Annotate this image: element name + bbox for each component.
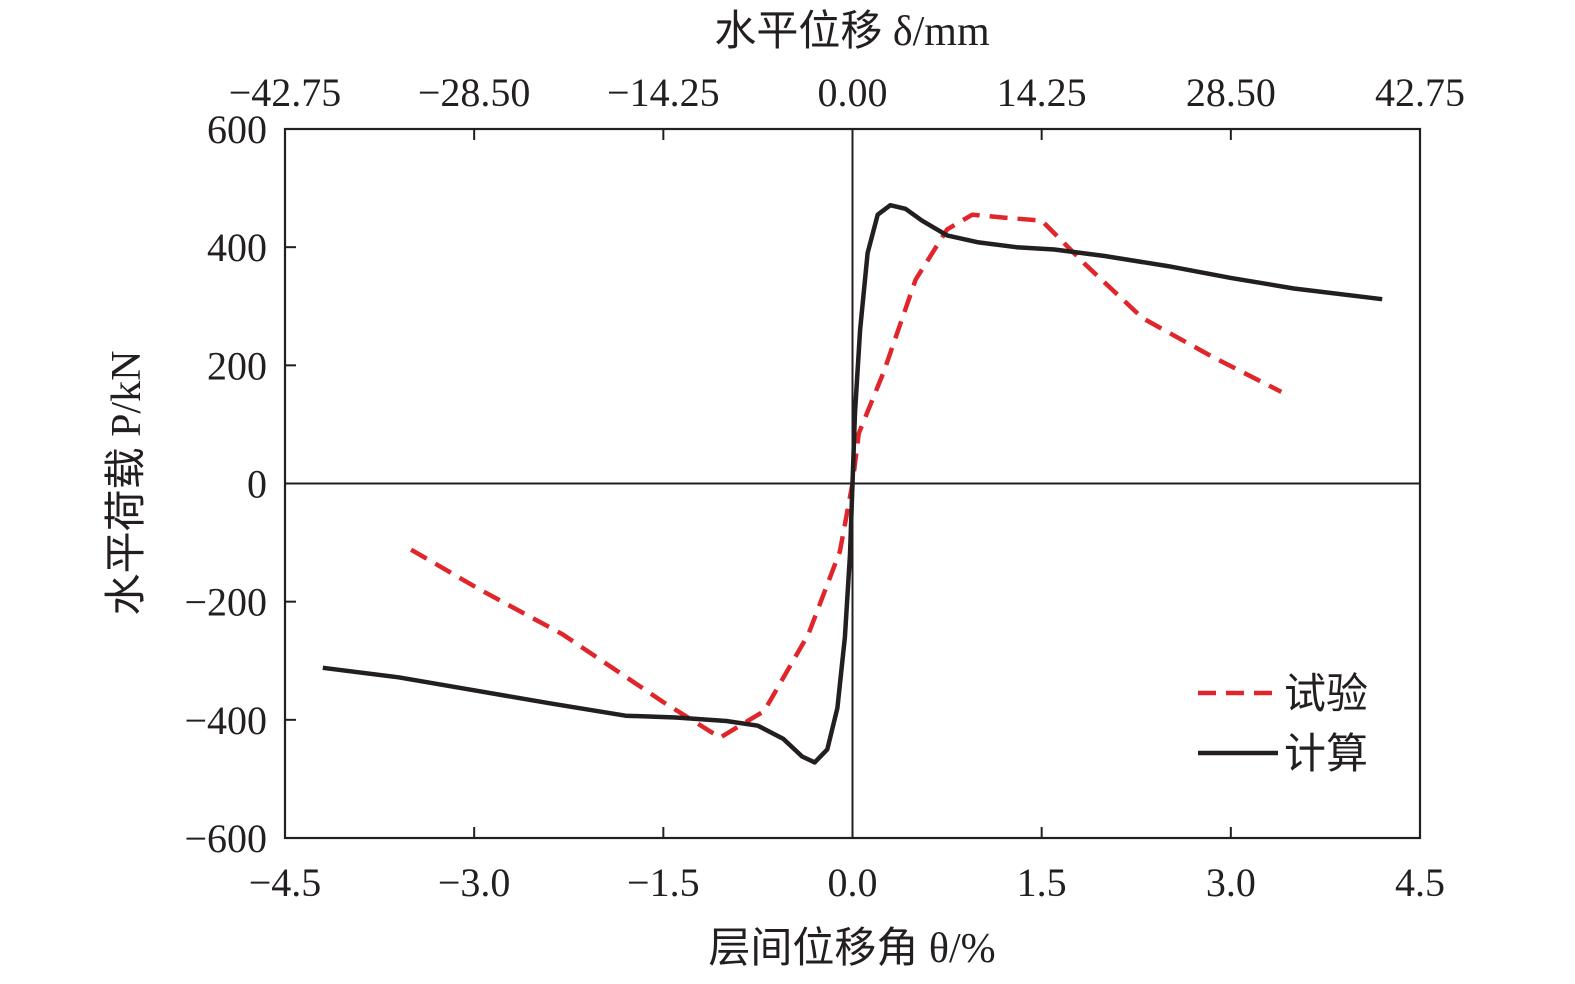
- x-tick-label: 0.0: [828, 860, 878, 905]
- tick-labels: −4.5 −3.0 −1.5 0.0 1.5 3.0 4.5 −42.75 −28.50 −14.…: [184, 70, 1465, 905]
- y-tick-label: 600: [207, 107, 267, 152]
- bottom-axis-title: 层间位移角 θ/%: [708, 925, 995, 972]
- x2-tick-label: 28.50: [1186, 70, 1276, 115]
- top-axis-title: 水平位移 δ/mm: [714, 8, 990, 55]
- y-tick-label: −200: [184, 580, 267, 625]
- x-tick-label: 3.0: [1206, 860, 1256, 905]
- x2-tick-label: 0.00: [818, 70, 888, 115]
- x2-tick-label: 14.25: [997, 70, 1087, 115]
- left-axis-title: 水平荷载 P/kN: [104, 351, 150, 616]
- x2-tick-label: 42.75: [1375, 70, 1465, 115]
- x-tick-label: 1.5: [1017, 860, 1067, 905]
- y-tick-label: 0: [247, 462, 267, 507]
- x-tick-label: −4.5: [249, 860, 322, 905]
- legend-label-calc: 计算: [1284, 732, 1368, 778]
- series-layer: [322, 202, 1383, 765]
- y-tick-label: 200: [207, 343, 267, 388]
- legend: 试验 计算: [1198, 671, 1368, 778]
- x2-tick-label: −28.50: [418, 70, 531, 115]
- y-tick-label: −600: [184, 816, 267, 861]
- y-tick-label: 400: [207, 225, 267, 270]
- x-tick-label: −1.5: [627, 860, 700, 905]
- series-line-0: [409, 212, 1283, 740]
- tick-marks: [284, 128, 1421, 839]
- y-tick-label: −400: [184, 698, 267, 743]
- legend-label-test: 试验: [1284, 671, 1368, 718]
- series-line-1: [322, 202, 1383, 765]
- x2-tick-label: −42.75: [229, 70, 342, 115]
- x-tick-label: 4.5: [1395, 860, 1445, 905]
- x-tick-label: −3.0: [438, 860, 511, 905]
- x2-tick-label: −14.25: [607, 70, 720, 115]
